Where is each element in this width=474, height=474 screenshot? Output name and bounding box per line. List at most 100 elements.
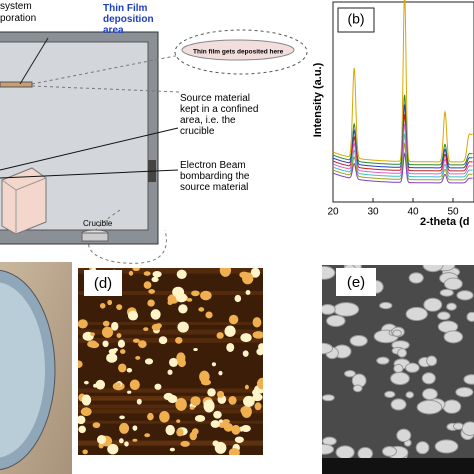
particle	[176, 352, 186, 364]
particle	[193, 347, 198, 352]
particle	[132, 268, 140, 271]
x-tick-label: 50	[447, 207, 459, 218]
streak	[78, 388, 263, 393]
particle	[212, 440, 219, 447]
particle	[256, 348, 263, 356]
particle	[165, 424, 175, 436]
particle	[456, 290, 474, 301]
particle	[405, 391, 415, 399]
streak	[78, 404, 263, 409]
label-line: crucible	[180, 126, 215, 137]
particle	[143, 327, 149, 332]
particle	[240, 333, 252, 343]
afm-label-box	[84, 270, 122, 296]
sem-label-box	[336, 268, 376, 296]
particle	[228, 314, 239, 325]
particle	[422, 265, 444, 273]
streak	[78, 322, 263, 325]
panel-label: (b)	[347, 11, 364, 27]
xrd-curves	[332, 0, 473, 184]
label-line: area, i.e. the	[180, 115, 236, 126]
particle	[147, 299, 155, 307]
particle	[178, 304, 188, 314]
label-line: Source material	[180, 93, 250, 104]
particle	[152, 270, 162, 278]
particle	[213, 410, 222, 419]
streak	[78, 409, 263, 414]
particle	[207, 405, 214, 412]
crucible-label: Crucible	[83, 219, 113, 228]
particle	[101, 326, 114, 338]
x-tick-label: 40	[407, 207, 419, 218]
particle	[357, 447, 374, 461]
particle	[242, 350, 249, 357]
particle	[216, 390, 225, 398]
particle	[138, 340, 147, 348]
x-tick-label: 30	[367, 207, 379, 218]
particle	[226, 342, 235, 352]
particle	[180, 440, 190, 447]
particle	[95, 379, 106, 390]
particle	[113, 348, 119, 352]
particle	[322, 394, 335, 402]
particle	[116, 333, 122, 339]
particle	[376, 356, 390, 365]
particle	[116, 304, 123, 310]
label-line: area	[103, 25, 124, 36]
label-line: bombarding the	[180, 171, 250, 182]
label-line: source material	[180, 182, 248, 193]
particle	[234, 436, 244, 443]
particle	[250, 268, 261, 278]
particle	[382, 446, 397, 457]
particle	[167, 394, 178, 404]
particle	[223, 423, 234, 432]
particle	[119, 349, 126, 354]
streak	[78, 268, 263, 274]
particle	[127, 390, 132, 394]
x-tick-label: 20	[327, 207, 339, 218]
particle	[254, 402, 262, 411]
particle	[443, 330, 464, 344]
particle	[390, 398, 407, 411]
label-line: Electron Beam	[180, 160, 246, 171]
particle	[231, 424, 241, 435]
particle	[446, 302, 457, 311]
particle	[189, 431, 197, 441]
particle	[111, 321, 119, 331]
particle	[243, 395, 255, 407]
particle	[97, 435, 107, 445]
particle	[244, 384, 249, 390]
streak	[78, 440, 263, 446]
particle	[333, 302, 360, 317]
particle	[118, 363, 127, 373]
particle	[177, 321, 189, 333]
particle	[397, 348, 407, 358]
particle	[143, 271, 151, 276]
particle	[119, 422, 130, 434]
particle	[132, 438, 138, 442]
particle	[198, 307, 205, 312]
particle	[102, 340, 109, 348]
label-line: deposition	[103, 14, 154, 25]
particle	[194, 415, 206, 422]
particle	[205, 311, 213, 319]
particle	[126, 367, 133, 373]
particle	[189, 406, 195, 410]
particle	[423, 297, 443, 312]
particle	[124, 441, 129, 447]
particle	[437, 311, 451, 321]
particle	[167, 369, 173, 375]
particle	[234, 294, 242, 303]
particle	[78, 360, 83, 369]
particle	[218, 370, 223, 376]
source-label: Source material kept in a confined area, i…	[180, 93, 258, 137]
particle	[242, 272, 254, 285]
particle	[405, 306, 428, 322]
streak	[78, 290, 263, 296]
particle	[416, 399, 443, 415]
particle	[148, 289, 156, 294]
particle	[190, 396, 201, 406]
particle	[127, 310, 139, 321]
particle	[463, 374, 474, 385]
particle	[80, 407, 92, 416]
